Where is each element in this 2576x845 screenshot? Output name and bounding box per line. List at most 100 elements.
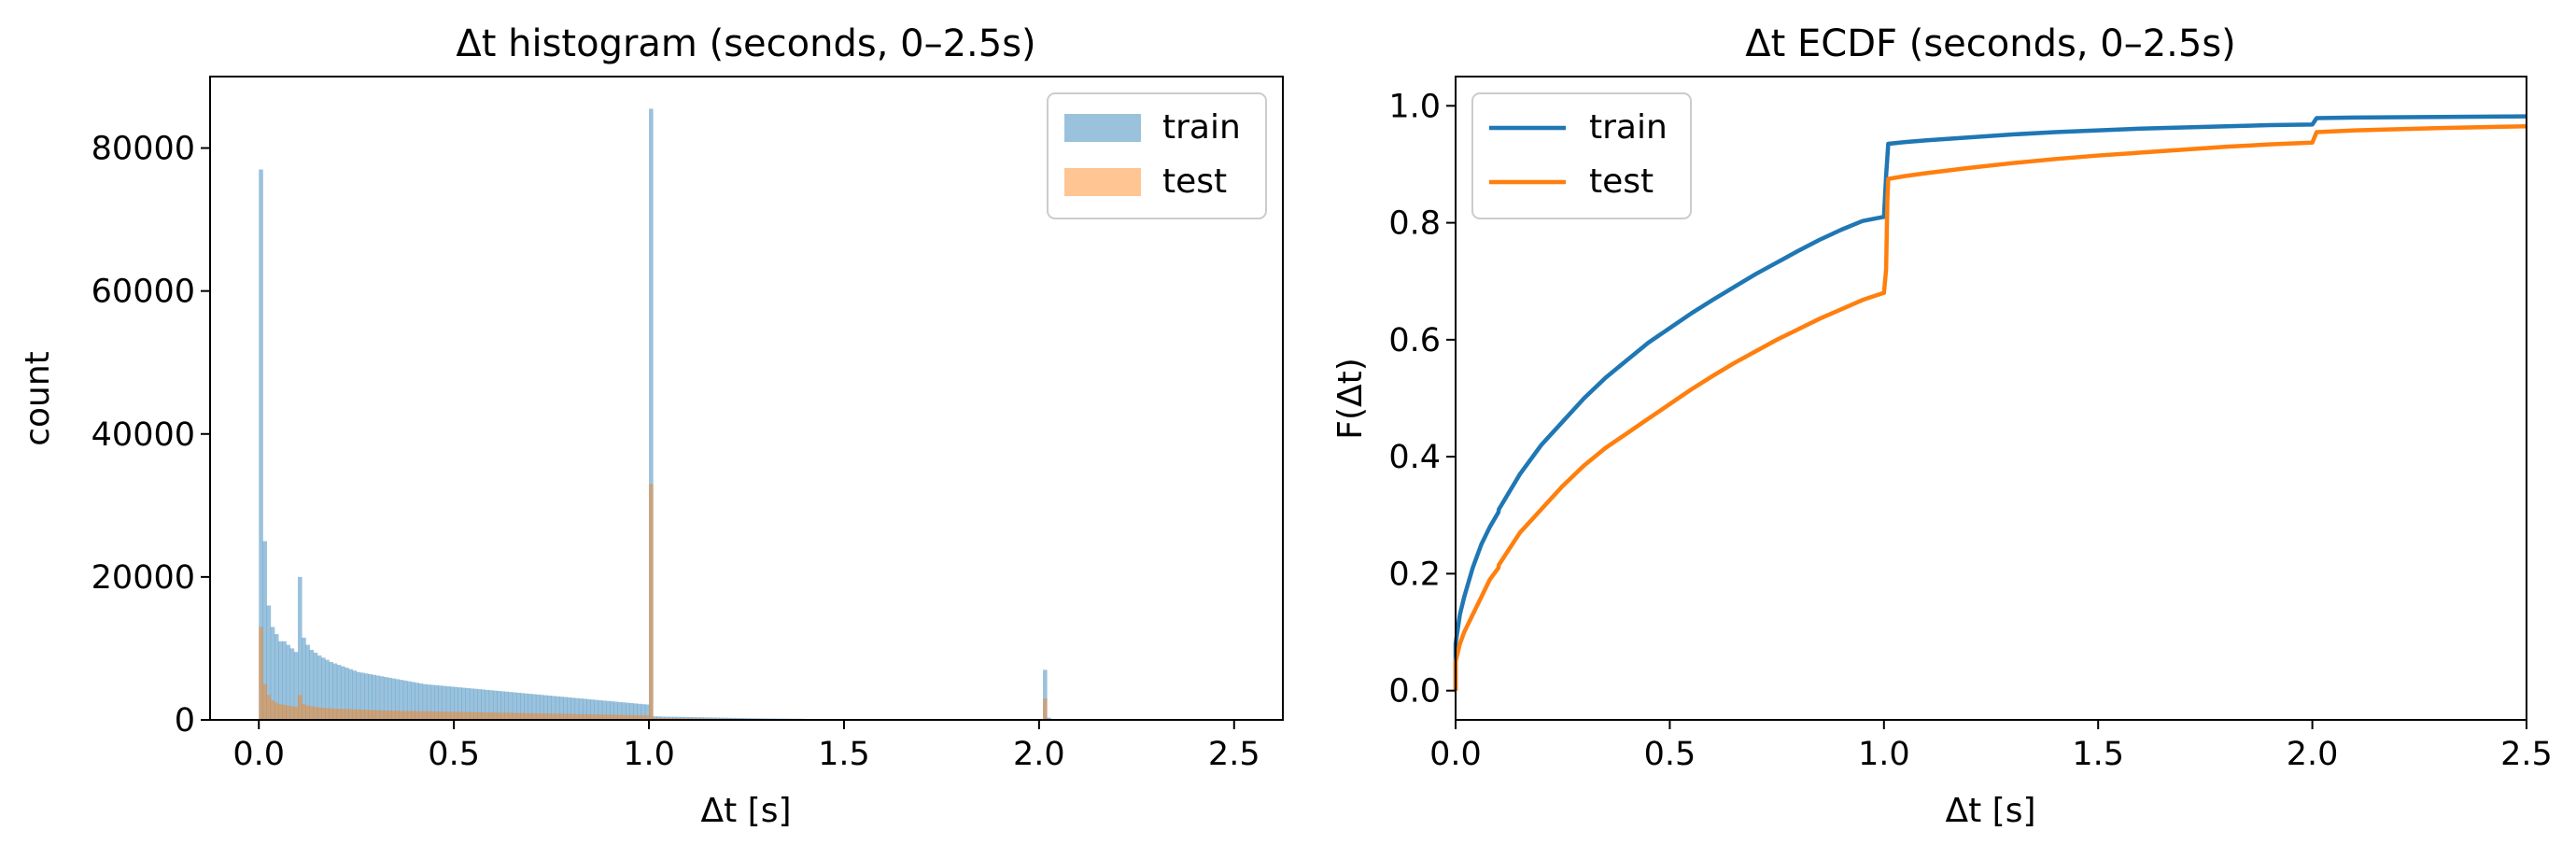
histogram-bar-train	[570, 697, 576, 720]
histogram-legend: train test	[1047, 92, 1267, 219]
histogram-legend-test-label: test	[1162, 162, 1227, 201]
histogram-bar-train	[293, 652, 299, 720]
histogram-bar-train	[637, 703, 642, 720]
histogram-bar-test	[461, 711, 467, 720]
histogram-bar-test	[617, 714, 623, 720]
histogram-bar-train	[497, 691, 501, 720]
histogram-bar-train	[563, 697, 568, 720]
histogram-bar-train	[336, 665, 342, 720]
histogram-bar-train	[445, 686, 451, 720]
histogram-x-tick-label: 0.5	[428, 736, 480, 773]
histogram-bar-train	[473, 688, 478, 720]
histogram-bar-test	[504, 712, 510, 720]
histogram-y-tick-label: 0	[175, 702, 195, 739]
ecdf-legend-test-label: test	[1589, 162, 1654, 201]
ecdf-panel: Δt ECDF (seconds, 0–2.5s) 0.00.20.40.60.…	[1331, 22, 2553, 830]
histogram-bar-test	[395, 711, 401, 720]
histogram-bar-train	[383, 677, 388, 720]
ecdf-lines	[1453, 114, 2527, 691]
ecdf-x-tick-label: 1.0	[1858, 736, 1910, 773]
histogram-bar-test	[364, 710, 369, 720]
histogram-bar-test	[640, 715, 646, 720]
histogram-bar-test	[590, 714, 595, 720]
histogram-bar-train	[289, 648, 295, 720]
histogram-bar-test	[415, 711, 419, 720]
histogram-bar-test	[302, 704, 306, 720]
ecdf-legend: train test	[1471, 92, 1692, 219]
histogram-bar-train	[391, 678, 396, 720]
ecdf-title: Δt ECDF (seconds, 0–2.5s)	[1745, 22, 2236, 65]
histogram-bar-train	[411, 682, 415, 720]
histogram-bar-test	[473, 711, 478, 720]
ecdf-x-tick-label: 2.5	[2500, 736, 2553, 773]
histogram-bar-test	[567, 713, 571, 720]
histogram-bar-test	[352, 709, 358, 720]
histogram-bar-test	[457, 711, 462, 720]
histogram-bar-test	[359, 709, 365, 720]
histogram-bar-test	[637, 714, 642, 720]
histogram-bar-train	[481, 689, 486, 720]
histogram-bar-test	[531, 712, 537, 720]
ecdf-x-tick-label: 1.5	[2072, 736, 2124, 773]
histogram-x-ticks: 0.0 0.5 1.0 1.5 2.0 2.5	[232, 720, 1260, 773]
histogram-bar-test	[551, 713, 556, 720]
histogram-bar-test	[430, 711, 435, 720]
histogram-bar-train	[387, 677, 392, 720]
histogram-bar-train	[707, 717, 712, 720]
histogram-y-tick-label: 60000	[91, 274, 195, 311]
histogram-bar-train	[457, 687, 462, 720]
histogram-bar-train	[653, 716, 657, 720]
histogram-bar-test	[293, 706, 299, 720]
ecdf-x-tick-label: 2.0	[2287, 736, 2339, 773]
histogram-bar-train	[1047, 717, 1051, 720]
histogram-bar-test	[583, 713, 587, 720]
histogram-bar-test	[555, 713, 560, 720]
histogram-bar-train	[633, 703, 638, 720]
histogram-bar-test	[492, 712, 498, 720]
histogram-bar-train	[601, 700, 607, 720]
histogram-y-tick-label: 80000	[91, 131, 195, 168]
histogram-bar-test	[391, 711, 396, 720]
histogram-bar-train	[270, 627, 275, 720]
histogram-bar-test	[317, 707, 322, 720]
histogram-bar-train	[375, 675, 381, 720]
histogram-bar-train	[286, 644, 291, 720]
histogram-x-tick-label: 0.0	[232, 736, 285, 773]
histogram-bar-test	[621, 714, 626, 720]
histogram-bar-train	[500, 691, 505, 720]
histogram-bar-train	[469, 688, 474, 720]
histogram-bar-train	[583, 698, 587, 720]
histogram-bar-test	[325, 708, 330, 720]
histogram-bar-train	[399, 680, 404, 720]
histogram-bar-test	[629, 714, 634, 720]
histogram-bar-train	[730, 717, 736, 720]
histogram-bar-test	[563, 713, 568, 720]
histogram-bar-train	[660, 716, 666, 720]
histogram-bar-train	[528, 694, 533, 720]
histogram-bar-train	[329, 661, 334, 720]
histogram-bar-train	[555, 696, 560, 720]
histogram-bar-train	[567, 697, 571, 720]
histogram-bar-train	[547, 695, 552, 720]
histogram-legend-train-swatch	[1064, 114, 1141, 142]
histogram-bar-test	[340, 709, 345, 720]
histogram-bar-test	[528, 712, 533, 720]
histogram-bar-train	[465, 687, 471, 720]
histogram-bar-test	[407, 711, 412, 720]
histogram-bar-test	[1043, 698, 1048, 720]
histogram-bar-train	[683, 716, 689, 720]
histogram-bar-test	[520, 712, 525, 720]
histogram-bar-train	[1043, 669, 1048, 720]
histogram-bar-train	[504, 691, 510, 720]
histogram-bar-test	[262, 683, 267, 720]
histogram-bar-train	[317, 655, 322, 720]
histogram-bar-train	[278, 641, 283, 720]
histogram-bar-train	[402, 680, 408, 720]
histogram-bar-train	[415, 683, 419, 720]
histogram-bar-train	[640, 704, 646, 720]
ecdf-x-tick-label: 0.5	[1644, 736, 1696, 773]
histogram-bar-test	[387, 711, 392, 720]
histogram-bar-train	[426, 684, 431, 720]
histogram-bar-train	[395, 679, 401, 720]
histogram-bar-test	[574, 713, 580, 720]
